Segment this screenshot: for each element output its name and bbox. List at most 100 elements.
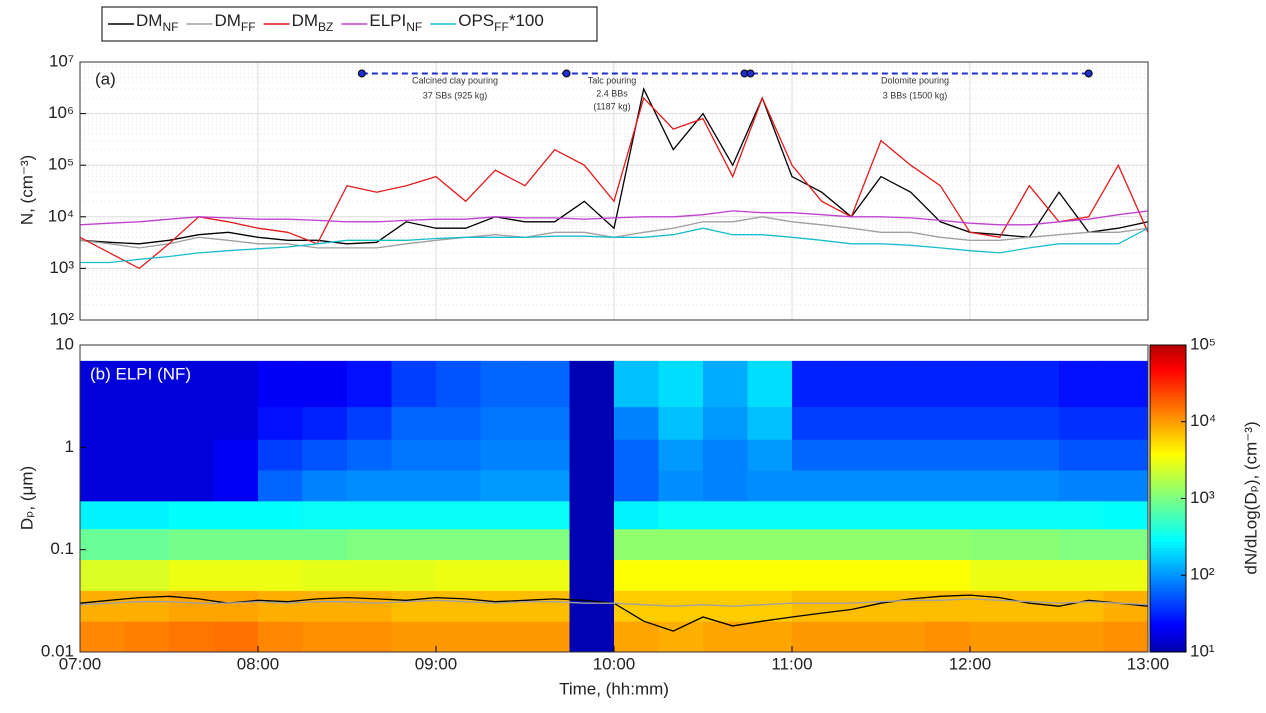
x-tick-label: 13:00 (1127, 654, 1170, 673)
heat-cell (658, 406, 704, 440)
heat-cell (1059, 621, 1104, 653)
colorbar-step (1150, 430, 1186, 435)
colorbar-step (1150, 489, 1186, 493)
colorbar-step (1150, 630, 1186, 635)
heat-cell (391, 500, 437, 530)
colorbar-step (1150, 513, 1186, 518)
colorbar-step (1150, 547, 1186, 552)
heat-cell (213, 528, 259, 561)
heat-cell (1103, 360, 1149, 408)
y-tick-label: 10³ (49, 258, 74, 277)
heat-cell (970, 406, 1015, 440)
heat-cell (480, 360, 526, 408)
heat-cell (658, 528, 704, 561)
heat-cell (703, 470, 748, 502)
colorbar-step (1150, 532, 1186, 536)
heat-cell (213, 470, 259, 502)
heat-cell (703, 559, 748, 591)
series-line (79, 96, 1149, 270)
heat-cell (302, 621, 348, 653)
heat-cell (1059, 590, 1104, 622)
colorbar-step (1150, 403, 1186, 407)
heat-cell (258, 590, 303, 622)
heat-cell (124, 439, 170, 471)
heat-cell (169, 559, 214, 591)
heat-cell (836, 470, 882, 502)
colorbar-step (1150, 535, 1186, 539)
colorbar-step (1150, 446, 1186, 450)
colorbar-step (1150, 461, 1186, 466)
y-tick-label: 10 (55, 334, 74, 353)
y-axis-label: N, (cm⁻³) (17, 155, 36, 225)
heat-cell (747, 500, 793, 530)
heat-cell (213, 590, 259, 622)
legend-name: DM (292, 11, 318, 30)
colorbar-step (1150, 363, 1186, 367)
colorbar-tick-label: 10⁴ (1190, 411, 1216, 430)
heat-cell (124, 360, 170, 408)
colorbar-step (1150, 639, 1186, 644)
colorbar-step (1150, 424, 1186, 429)
heat-cell (169, 590, 214, 622)
heat-cell (1014, 360, 1060, 408)
heat-cell (925, 406, 971, 440)
colorbar-step (1150, 633, 1186, 638)
heat-cell (658, 360, 704, 408)
heat-cell (80, 590, 125, 622)
heat-cell (1014, 406, 1060, 440)
colorbar-step (1150, 406, 1186, 410)
colorbar-step (1150, 609, 1186, 613)
colorbar-step (1150, 351, 1186, 355)
heat-cell (480, 528, 526, 561)
heat-cell (614, 360, 659, 408)
heat-cell (124, 528, 170, 561)
legend-subscript: FF (241, 20, 256, 34)
heat-cell (258, 559, 303, 591)
heat-cell (1014, 470, 1060, 502)
y-tick-label: 0.01 (41, 641, 74, 660)
heat-cell (1103, 406, 1149, 440)
heat-cell (881, 621, 926, 653)
heat-cell (925, 559, 971, 591)
heat-cell (614, 406, 659, 440)
colorbar-step (1150, 427, 1186, 432)
colorbar-step (1150, 538, 1186, 542)
heat-cell (347, 406, 392, 440)
y-axis-label: Dₚ, (μm) (17, 466, 36, 530)
heat-cell (124, 406, 170, 440)
colorbar-step (1150, 369, 1186, 374)
heat-cell (614, 500, 659, 530)
heat-cell (614, 559, 659, 591)
heat-cell (391, 470, 437, 502)
colorbar-tick-label: 10³ (1190, 488, 1215, 507)
colorbar-step (1150, 372, 1186, 377)
legend-name: ELPI (369, 11, 406, 30)
colorbar-step (1150, 618, 1186, 622)
colorbar-step (1150, 516, 1186, 521)
colorbar-tick-label: 10¹ (1190, 641, 1215, 660)
heat-cell (436, 406, 481, 440)
heat-cell (1103, 500, 1149, 530)
colorbar-step (1150, 473, 1186, 478)
heat-cell (525, 621, 570, 653)
colorbar-label: dN/dLog(Dₚ), (cm⁻³) (1241, 421, 1260, 574)
heat-cell (1103, 439, 1149, 471)
colorbar-step (1150, 605, 1186, 610)
colorbar-step (1150, 381, 1186, 386)
heat-cell (258, 528, 303, 561)
heat-cell (80, 470, 125, 502)
heat-cell (258, 500, 303, 530)
panel-label: (a) (95, 69, 116, 88)
heat-cell (347, 559, 392, 591)
colorbar-step (1150, 415, 1186, 420)
colorbar-step (1150, 492, 1186, 496)
colorbar-step (1150, 400, 1186, 404)
legend-label: ELPINF (369, 11, 422, 34)
heat-cell (1059, 439, 1104, 471)
x-tick-label: 10:00 (593, 654, 636, 673)
heat-cell (881, 559, 926, 591)
heat-cell (569, 500, 615, 530)
colorbar-step (1150, 504, 1186, 509)
heat-cell (569, 621, 615, 653)
colorbar-step (1150, 627, 1186, 632)
